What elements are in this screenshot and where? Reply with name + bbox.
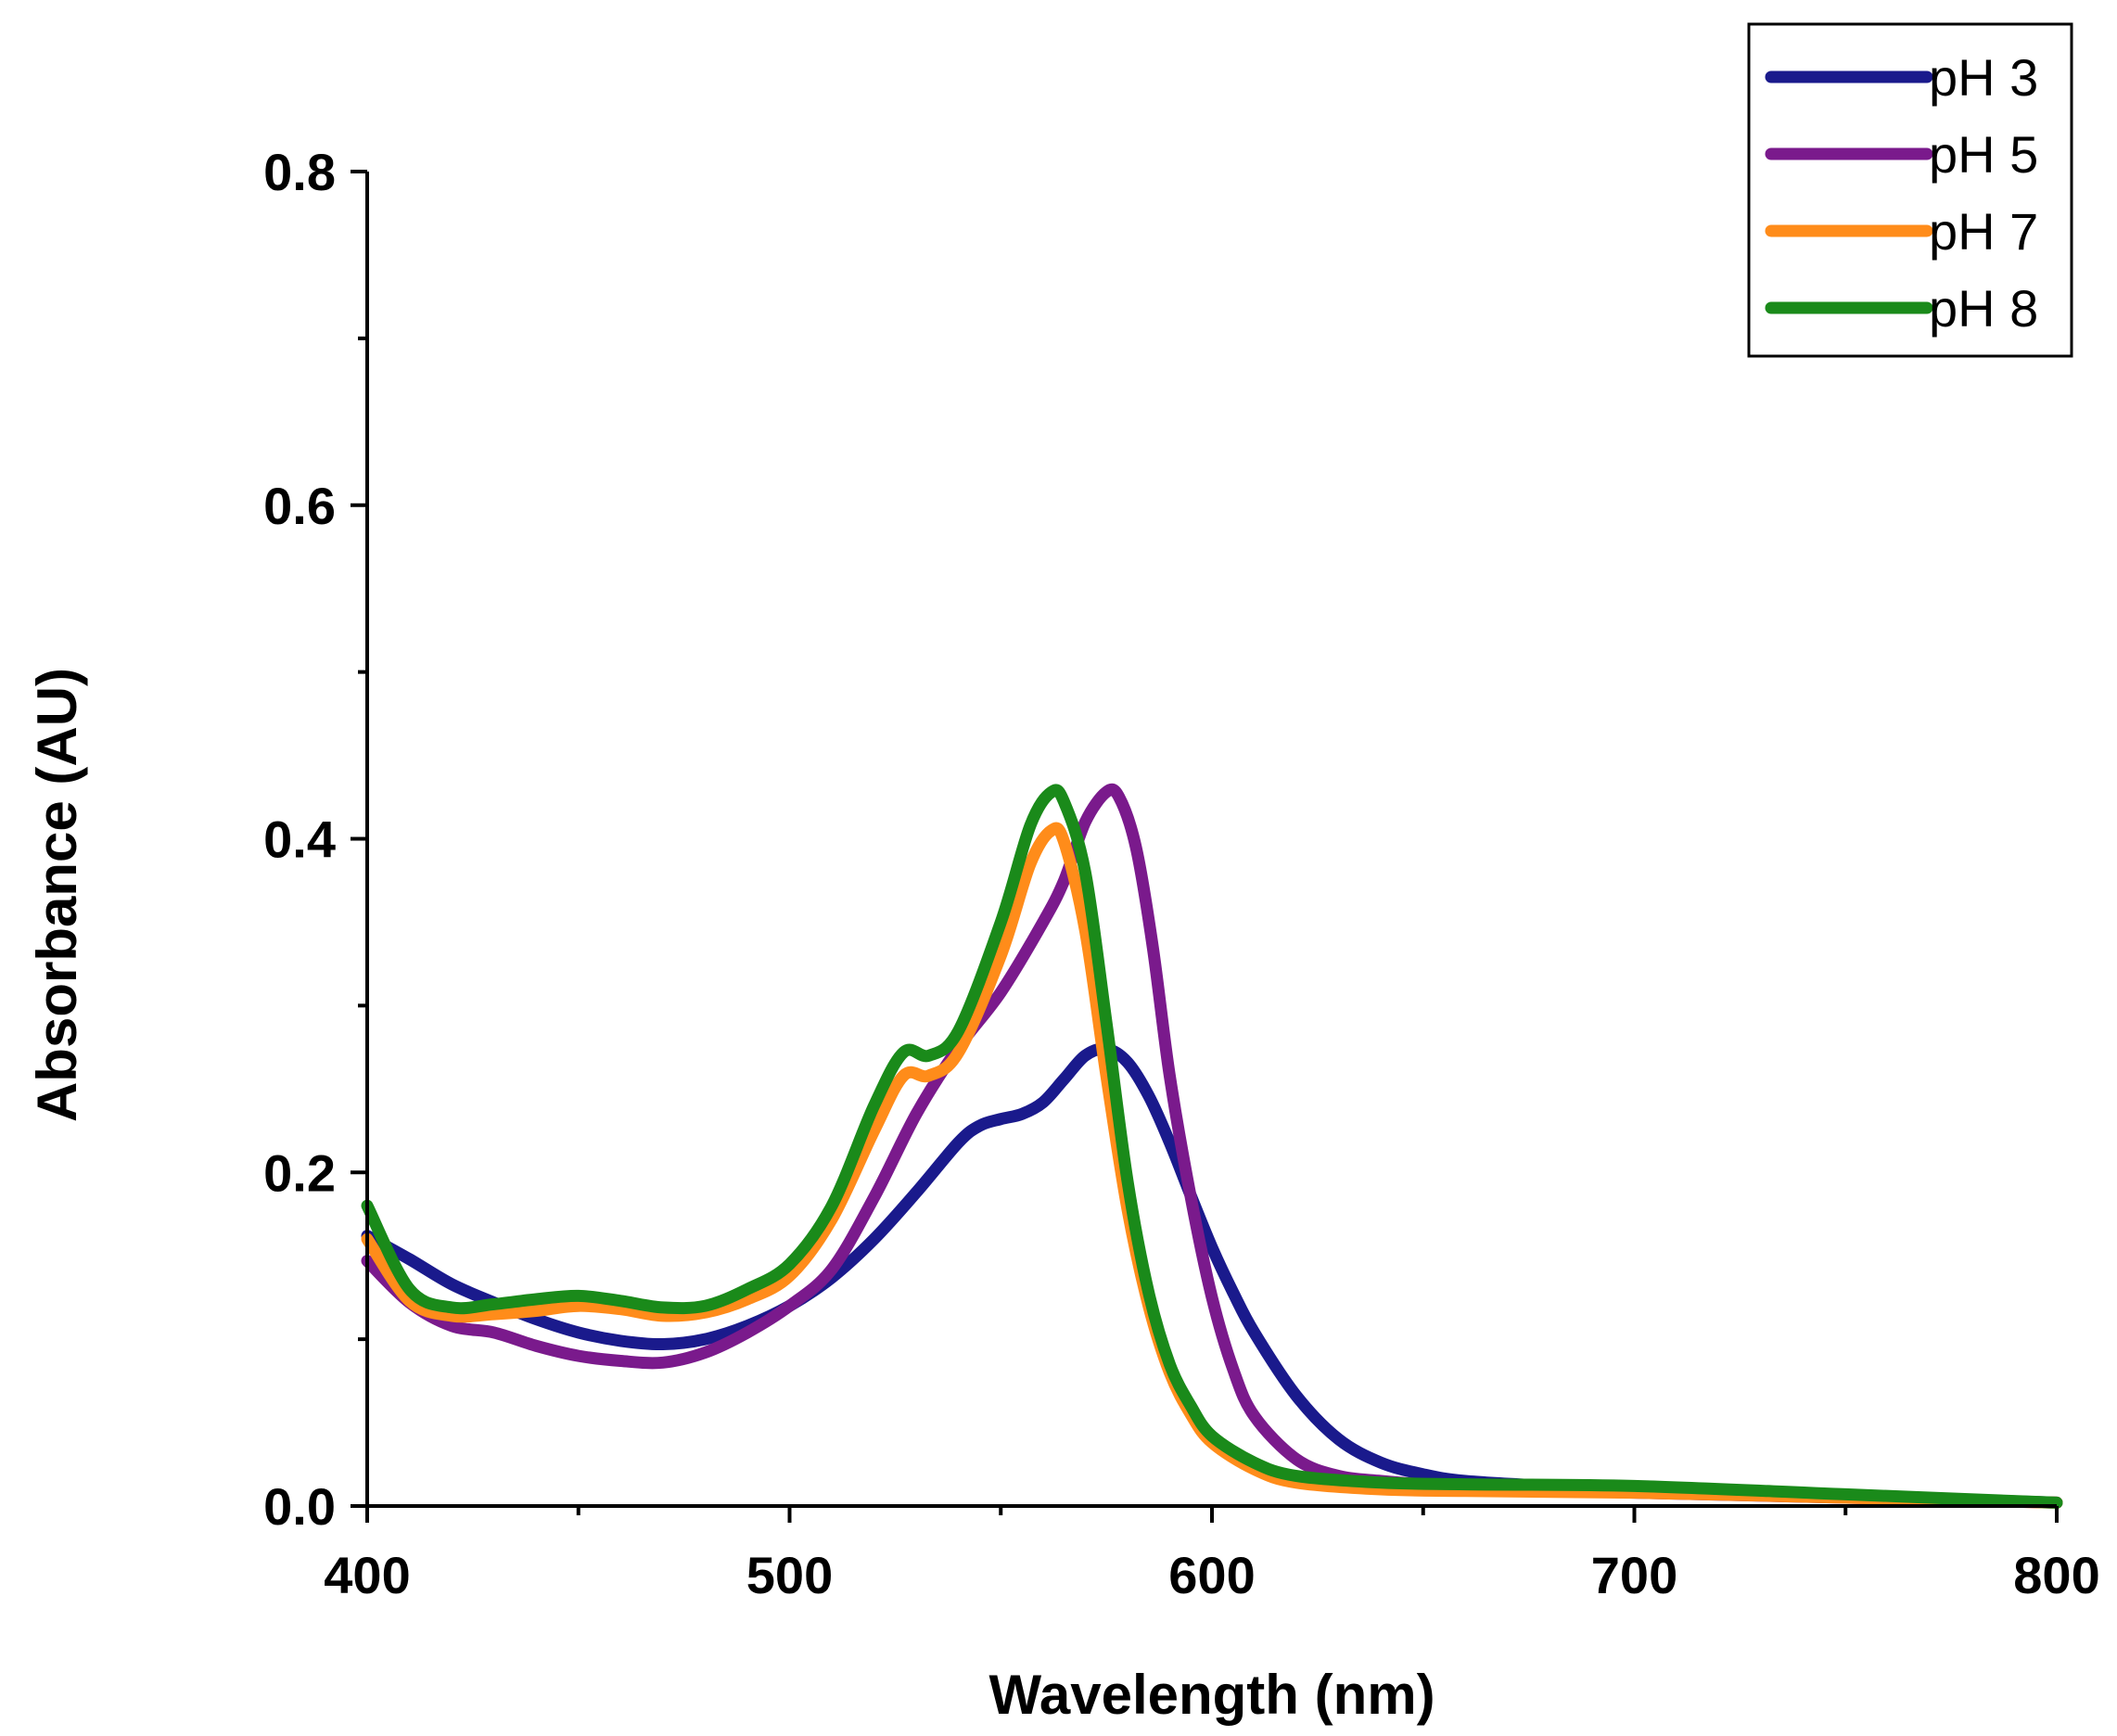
legend-label-ph-7: pH 7 (1929, 202, 2038, 261)
series-line-ph-8 (361, 784, 2063, 1509)
x-tick-label: 700 (1591, 1546, 1677, 1604)
legend-label-ph-5: pH 5 (1929, 125, 2038, 184)
y-tick-label: 0.4 (263, 811, 336, 869)
x-axis-title: Wavelength (nm) (988, 1664, 1435, 1726)
x-tick-label: 600 (1168, 1546, 1255, 1604)
ticks-group: 400 500 600 700 800 0.0 0.2 0.4 0.6 0.8 (263, 143, 2100, 1604)
y-tick-label: 0.6 (263, 477, 336, 535)
series-line-ph-3 (361, 1042, 2063, 1509)
y-tick-label: 0.0 (263, 1477, 336, 1536)
legend-label-ph-8: pH 8 (1929, 279, 2038, 338)
y-axis-title: Absorbance (AU) (26, 668, 88, 1122)
x-tick-label: 500 (746, 1546, 833, 1604)
x-tick-label: 800 (2013, 1546, 2099, 1604)
x-tick-label: 400 (324, 1546, 410, 1604)
series-line-ph-7 (361, 822, 2063, 1509)
y-tick-label: 0.8 (263, 143, 336, 201)
legend-label-ph-3: pH 3 (1929, 48, 2038, 107)
y-tick-label: 0.2 (263, 1143, 336, 1202)
legend: pH 3 pH 5 pH 7 pH 8 (1747, 22, 2073, 358)
plot-series-group (361, 783, 2063, 1509)
